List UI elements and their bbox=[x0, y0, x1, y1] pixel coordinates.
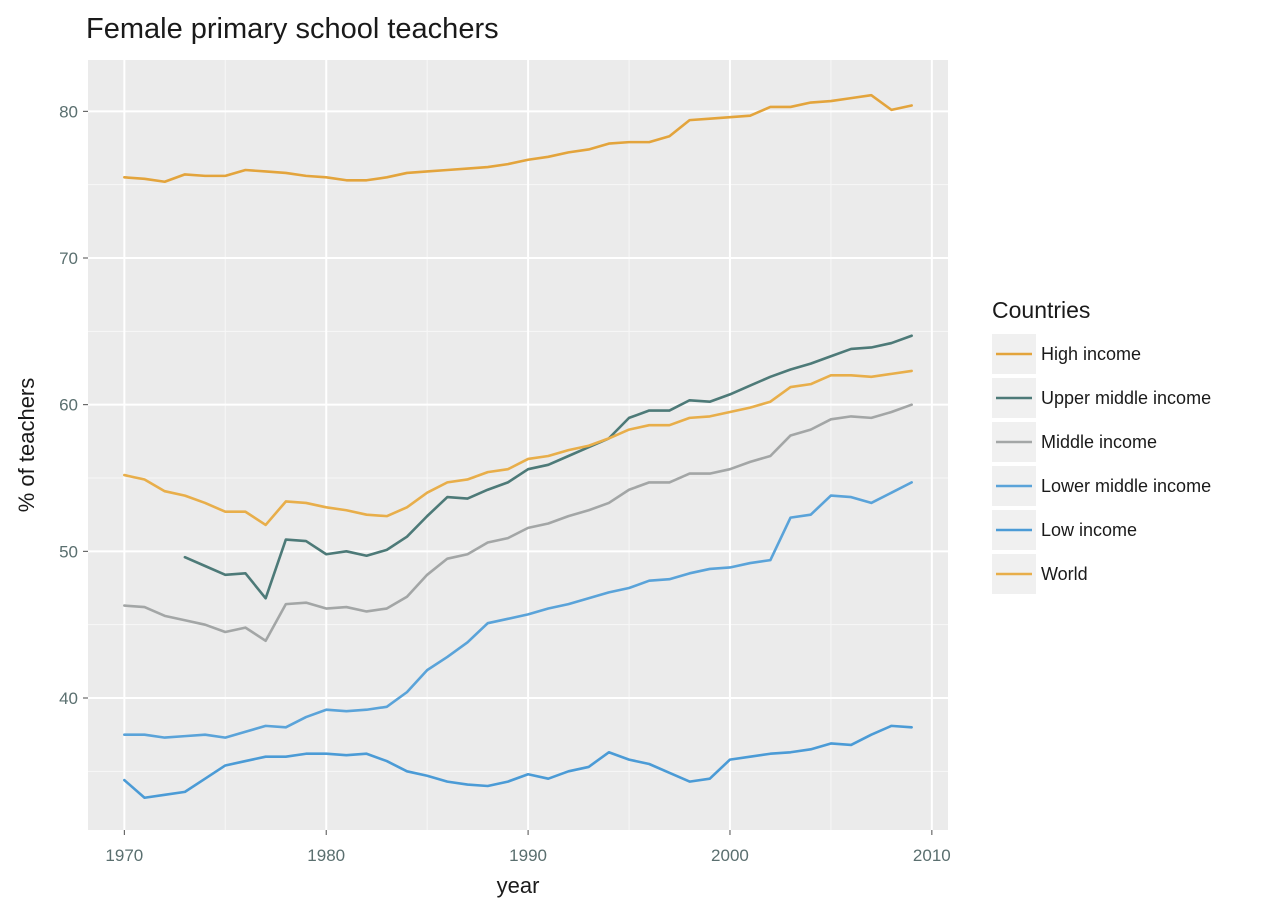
legend-label: Upper middle income bbox=[1041, 388, 1211, 408]
legend-item-world: World bbox=[992, 554, 1088, 594]
series-line-high-income bbox=[123, 93, 913, 184]
y-tick-label: 70 bbox=[59, 249, 78, 268]
minor-gridlines bbox=[88, 60, 948, 830]
legend: Countries High income Upper middle income… bbox=[992, 297, 1211, 594]
chart-title: Female primary school teachers bbox=[86, 13, 499, 45]
major-gridlines bbox=[88, 60, 948, 830]
legend-item-upper-middle-income: Upper middle income bbox=[992, 378, 1211, 418]
x-tick-label: 2010 bbox=[913, 846, 951, 865]
series-line-lower-middle-income bbox=[123, 481, 913, 739]
y-tick-label: 40 bbox=[59, 689, 78, 708]
x-tick-label: 2000 bbox=[711, 846, 749, 865]
legend-items: High income Upper middle income Middle inc… bbox=[992, 334, 1211, 594]
series-line-middle-income bbox=[123, 403, 913, 643]
legend-label: Lower middle income bbox=[1041, 476, 1211, 496]
legend-item-high-income: High income bbox=[992, 334, 1141, 374]
x-tick-label: 1990 bbox=[509, 846, 547, 865]
series-line-low-income bbox=[123, 724, 913, 800]
legend-item-middle-income: Middle income bbox=[992, 422, 1157, 462]
series-line-world bbox=[123, 369, 913, 527]
y-tick-label: 60 bbox=[59, 396, 78, 415]
legend-label: Low income bbox=[1041, 520, 1137, 540]
plot-panel bbox=[88, 60, 948, 830]
x-axis-title: year bbox=[497, 873, 540, 898]
y-tick-label: 50 bbox=[59, 542, 78, 561]
series-line-upper-middle-income bbox=[183, 334, 913, 600]
y-tick-label: 80 bbox=[59, 102, 78, 121]
y-axis-title: % of teachers bbox=[14, 378, 39, 513]
legend-title: Countries bbox=[992, 297, 1090, 323]
y-axis: 40 50 60 70 80 bbox=[59, 102, 88, 708]
legend-item-low-income: Low income bbox=[992, 510, 1137, 550]
x-tick-label: 1970 bbox=[105, 846, 143, 865]
legend-label: High income bbox=[1041, 344, 1141, 364]
x-axis: 1970 1980 1990 2000 2010 bbox=[105, 830, 951, 865]
legend-label: Middle income bbox=[1041, 432, 1157, 452]
series-lines bbox=[123, 93, 913, 800]
x-tick-label: 1980 bbox=[307, 846, 345, 865]
legend-label: World bbox=[1041, 564, 1088, 584]
legend-item-lower-middle-income: Lower middle income bbox=[992, 466, 1211, 506]
